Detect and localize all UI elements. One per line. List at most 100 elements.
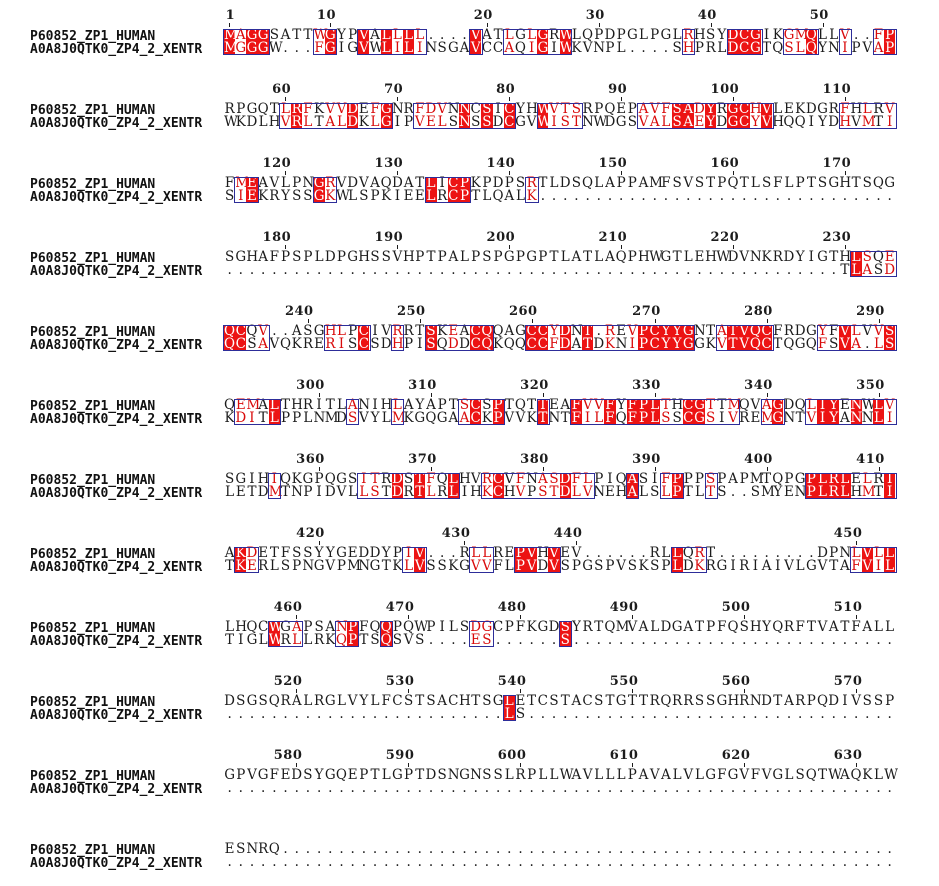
gap-cell: . — [641, 780, 646, 796]
residue-cell: T — [762, 40, 772, 56]
residue-cell: I — [886, 114, 893, 130]
gap-cell: . — [730, 545, 736, 561]
residue-cell: L — [336, 323, 346, 339]
residue-cell: Q — [682, 545, 694, 561]
residue-cell: H — [682, 40, 695, 56]
residue-cell: S — [559, 619, 571, 635]
ruler-tick — [542, 393, 544, 397]
residue-cell: D — [727, 27, 739, 43]
gap-cell: . — [630, 854, 635, 870]
gap-cell: . — [674, 780, 680, 796]
gap-cell: . — [585, 854, 590, 870]
residue-cell: E — [560, 545, 571, 561]
residue-cell: D — [537, 558, 549, 574]
residue-cell: R — [403, 101, 414, 117]
gap-cell: . — [607, 780, 613, 796]
gap-cell: . — [753, 854, 758, 870]
gap-cell: . — [619, 188, 624, 204]
residue-cell: T — [605, 693, 615, 709]
residue-cell: L — [661, 545, 671, 561]
residue-cell: Q — [615, 471, 627, 487]
gap-cell: . — [507, 262, 512, 278]
residue-cell: K — [481, 410, 492, 426]
residue-cell: H — [358, 249, 371, 265]
residue-cell: S — [784, 40, 794, 56]
residue-cell: L — [594, 767, 604, 783]
gap-cell: . — [764, 632, 769, 648]
gap-cell: . — [451, 854, 456, 870]
residue-cell: L — [639, 27, 649, 43]
residue-cell: T — [639, 693, 649, 709]
residue-cell: S — [481, 114, 493, 130]
residue-cell: W — [716, 249, 731, 265]
gap-cell: . — [305, 706, 311, 722]
residue-cell: R — [258, 841, 269, 857]
ruler-tick — [318, 541, 320, 545]
residue-cell: V — [862, 323, 873, 339]
residue-cell: T — [527, 693, 537, 709]
ruler-number: 310 — [408, 378, 437, 393]
residue-cell: W — [828, 767, 843, 783]
ruler-tick — [632, 763, 634, 767]
ruler-tick — [430, 393, 432, 397]
gap-cell: . — [619, 545, 624, 561]
gap-cell: . — [853, 188, 859, 204]
residue-cell: A — [571, 693, 582, 709]
residue-cell: I — [238, 632, 244, 648]
residue-cell: H — [470, 484, 482, 500]
gap-cell: . — [428, 545, 434, 561]
residue-cell: L — [873, 619, 883, 635]
ruler-number: 170 — [822, 156, 852, 171]
ruler-number: 380 — [520, 452, 549, 467]
gap-cell: . — [663, 632, 669, 648]
residue-cell: G — [324, 27, 336, 43]
residue-cell: T — [381, 484, 391, 500]
gap-cell: . — [417, 262, 422, 278]
residue-cell: W — [369, 40, 384, 56]
sequence-text: S I EKR Y S SGKWL S P K I EE L RCP T LQA L K............… — [224, 188, 895, 204]
residue-cell: P — [492, 410, 504, 426]
residue-cell: T — [717, 397, 727, 413]
ruler-number: 100 — [710, 82, 740, 97]
gap-cell: . — [563, 188, 568, 204]
residue-cell: L — [862, 471, 872, 487]
residue-cell: C — [447, 175, 459, 191]
sequence-label: A0A8J0QTK0_ZP4_2_XENTR — [30, 264, 203, 279]
gap-cell: . — [440, 545, 445, 561]
gap-cell: . — [395, 854, 400, 870]
residue-cell: T — [325, 397, 335, 413]
gap-cell: . — [316, 262, 322, 278]
gap-cell: . — [831, 188, 836, 204]
residue-cell: L — [661, 114, 671, 130]
residue-cell: A — [840, 558, 850, 574]
residue-cell: D — [257, 484, 269, 500]
residue-cell: A — [291, 323, 302, 339]
residue-cell: V — [839, 336, 851, 352]
gap-cell: . — [831, 632, 836, 648]
residue-cell: P — [348, 323, 358, 339]
residue-cell: F — [750, 767, 761, 783]
residue-cell: Q — [224, 397, 236, 413]
gap-cell: . — [730, 841, 736, 857]
gap-cell: . — [820, 780, 825, 796]
residue-cell: G — [257, 40, 269, 56]
residue-cell: G — [727, 101, 739, 117]
ruler-tick — [878, 319, 880, 323]
residue-cell: G — [727, 767, 739, 783]
gap-cell: . — [798, 545, 803, 561]
residue-cell: P — [594, 101, 604, 117]
residue-cell: V — [414, 545, 426, 561]
residue-cell: S — [403, 471, 414, 487]
residue-cell: I — [417, 40, 423, 56]
gap-cell: . — [440, 841, 445, 857]
residue-cell: K — [526, 619, 537, 635]
gap-cell: . — [495, 854, 501, 870]
residue-cell: V — [817, 558, 828, 574]
residue-cell: T — [571, 114, 581, 130]
residue-cell: S — [884, 323, 896, 339]
residue-cell: S — [661, 410, 671, 426]
residue-cell: D — [246, 114, 258, 130]
residue-cell: E — [694, 249, 705, 265]
residue-cell: G — [805, 558, 817, 574]
gap-cell: . — [865, 854, 870, 870]
